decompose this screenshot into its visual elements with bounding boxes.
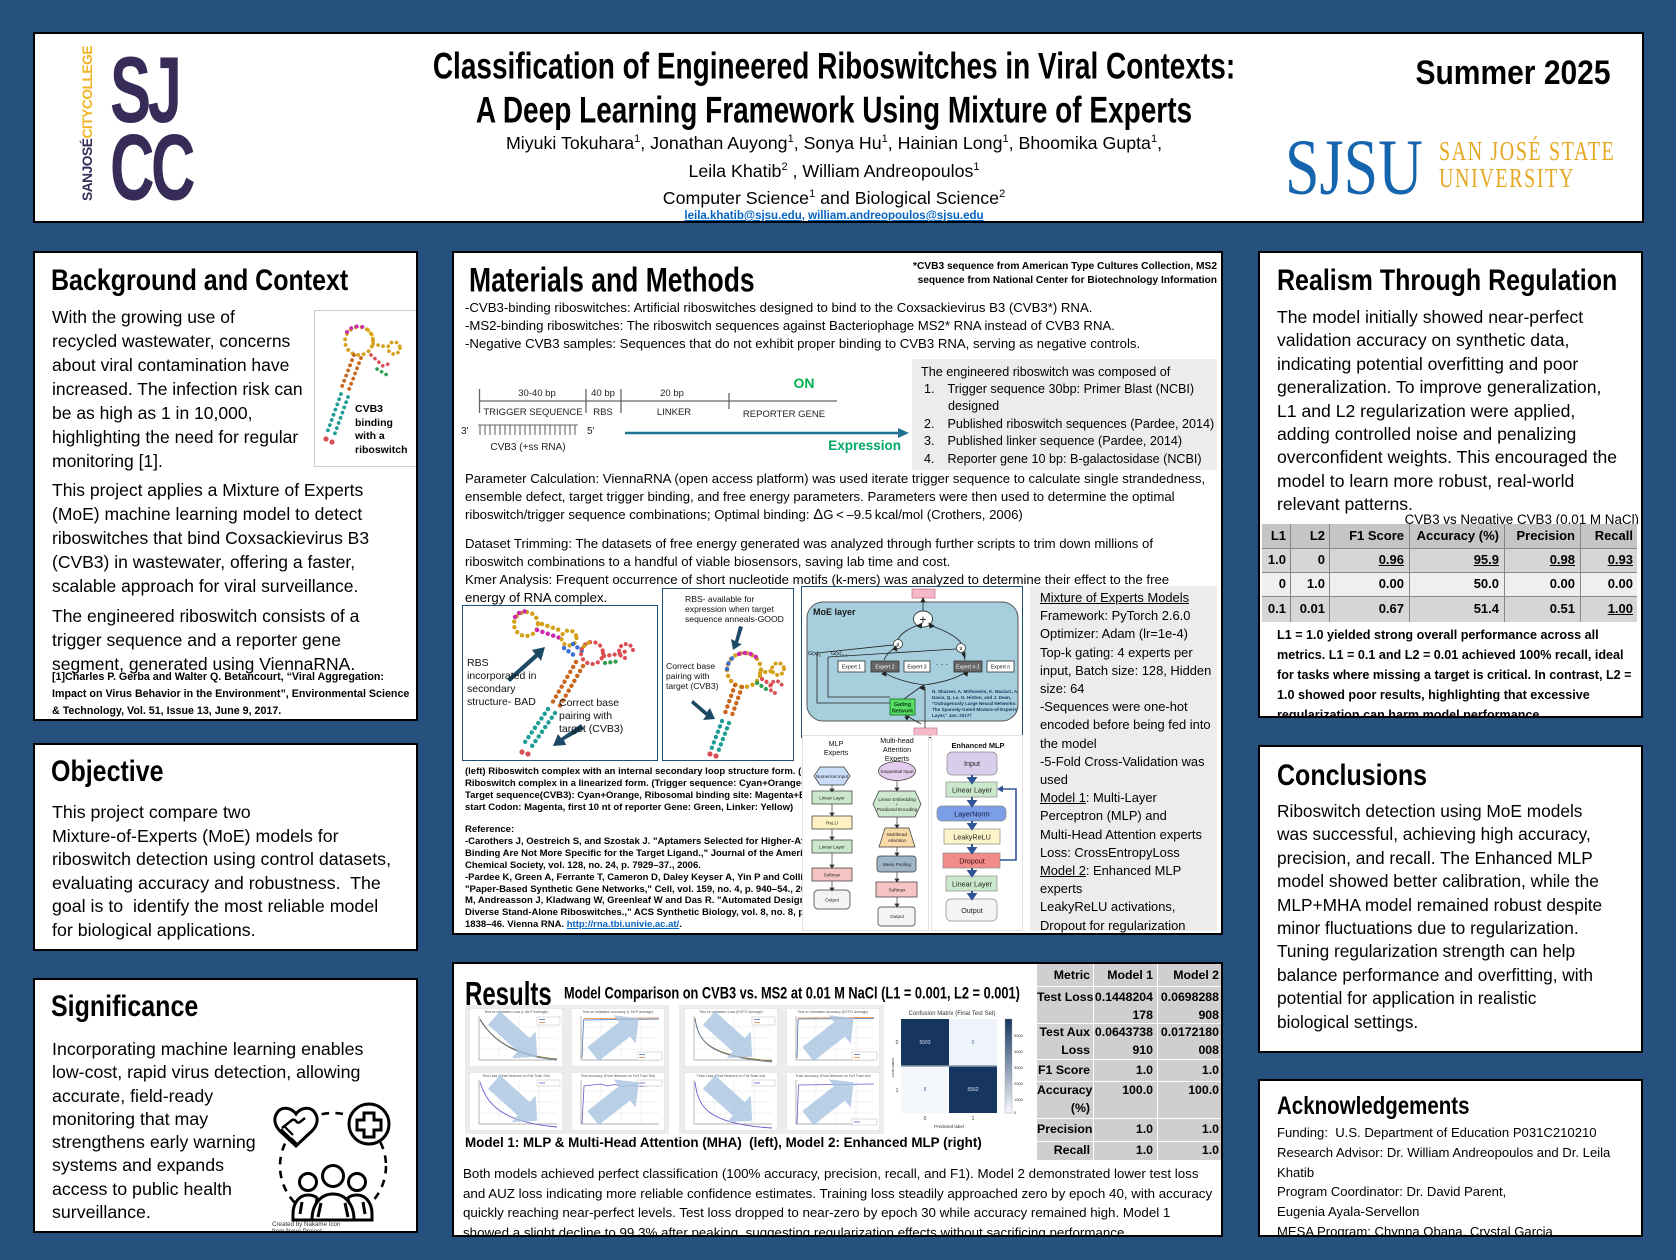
- svg-text:Input: Input: [964, 759, 980, 768]
- svg-text:RBS: RBS: [593, 407, 613, 418]
- svg-text:Softmax: Softmax: [889, 888, 907, 893]
- svg-text:Expert 3: Expert 3: [907, 665, 926, 671]
- svg-text:4000: 4000: [1014, 1049, 1024, 1054]
- svg-text:x: x: [896, 642, 900, 649]
- svg-text:Linear Embedding: Linear Embedding: [878, 797, 916, 802]
- svg-text:ReLU: ReLU: [826, 821, 838, 826]
- svg-text:Output: Output: [890, 914, 905, 919]
- svg-text:x: x: [959, 646, 963, 653]
- svg-text:Multihead: Multihead: [887, 832, 907, 837]
- svg-text:True label: True label: [892, 1058, 895, 1078]
- svg-text:MoE layer: MoE layer: [813, 607, 856, 617]
- svg-text:Numerical Input: Numerical Input: [816, 774, 849, 779]
- svg-text:Expert n: Expert n: [991, 665, 1010, 671]
- svg-text:ON: ON: [794, 375, 815, 391]
- svg-text:expression when target: expression when target: [685, 604, 774, 614]
- svg-text:Positional Encoding: Positional Encoding: [877, 807, 918, 812]
- svg-text:0: 0: [924, 1116, 927, 1122]
- svg-text:incorporated in: incorporated in: [467, 670, 537, 682]
- svg-text:5000: 5000: [1014, 1033, 1024, 1038]
- svg-text:LayerNorm: LayerNorm: [954, 810, 990, 819]
- svg-text:Test Loss (Final Network on Fu: Test Loss (Final Network on Full Train S…: [482, 1074, 550, 1078]
- svg-text:secondary: secondary: [467, 683, 516, 695]
- svg-text:Test vs validation Loss (ECFG: Test vs validation Loss (ECFG Average): [699, 1010, 762, 1014]
- svg-text:Test accuracy (Final Network o: Test accuracy (Final Network on Full Tra…: [581, 1074, 656, 1078]
- svg-text:N. Shazeer, A. Mirhoseini, K.: N. Shazeer, A. Mirhoseini, K. Maziarz, A…: [932, 689, 1018, 694]
- svg-text:Train Loss (Final Network on F: Train Loss (Final Network on Full Train …: [697, 1074, 766, 1078]
- svg-text:REPORTER GENE: REPORTER GENE: [743, 409, 825, 420]
- svg-text:5': 5': [587, 426, 595, 437]
- svg-text:Softmax: Softmax: [824, 873, 842, 878]
- svg-text:Multi-head: Multi-head: [880, 736, 914, 745]
- svg-text:Predicted label: Predicted label: [934, 1124, 964, 1129]
- svg-text:Layer," Jan. 2017†: Layer," Jan. 2017†: [932, 713, 972, 718]
- svg-text:target (CVB3): target (CVB3): [559, 723, 623, 735]
- svg-text:sequence anneals-GOOD: sequence anneals-GOOD: [685, 614, 784, 624]
- svg-text:Correct base: Correct base: [559, 697, 619, 709]
- svg-text:+: +: [896, 802, 899, 807]
- svg-text:Expert 1: Expert 1: [842, 665, 861, 671]
- svg-text:40 bp: 40 bp: [591, 388, 615, 399]
- svg-text:Experts: Experts: [824, 748, 849, 757]
- svg-text:3000: 3000: [1014, 1065, 1024, 1070]
- svg-text:20 bp: 20 bp: [660, 388, 684, 399]
- svg-text:Experts: Experts: [885, 754, 910, 763]
- svg-text:Mean Pooling: Mean Pooling: [883, 862, 912, 867]
- svg-text:Gating: Gating: [894, 702, 911, 708]
- svg-text:5562: 5562: [967, 1087, 978, 1093]
- svg-text:Network: Network: [892, 709, 913, 715]
- svg-text:3': 3': [461, 426, 469, 437]
- svg-text:0: 0: [1014, 1110, 1017, 1115]
- svg-text:Linear Layer: Linear Layer: [952, 786, 993, 795]
- svg-text:2000: 2000: [1014, 1081, 1024, 1086]
- svg-text:1: 1: [972, 1116, 975, 1122]
- svg-text:Linear Layer: Linear Layer: [952, 880, 993, 889]
- svg-text:1: 1: [896, 1088, 899, 1094]
- svg-text:Enhanced MLP: Enhanced MLP: [952, 741, 1005, 750]
- svg-text:target (CVB3): target (CVB3): [666, 681, 719, 691]
- svg-text:Confusion Matrix (Final Test S: Confusion Matrix (Final Test Set): [909, 1011, 996, 1017]
- svg-text:Expression: Expression: [828, 438, 901, 453]
- svg-text:G(x)2: G(x)2: [808, 651, 822, 658]
- svg-text:Test vs Validation accuracy (E: Test vs Validation accuracy (ECFG Averag…: [798, 1010, 869, 1014]
- svg-text:0: 0: [896, 1040, 899, 1046]
- svg-text:Attention: Attention: [883, 745, 911, 754]
- svg-text:pairing with: pairing with: [666, 671, 710, 681]
- svg-text:RBS: RBS: [467, 657, 489, 669]
- svg-text:+: +: [919, 613, 926, 627]
- svg-text:pairing with: pairing with: [559, 710, 612, 722]
- svg-text:· · ·: · · ·: [936, 660, 948, 669]
- svg-text:Train accuracy (Final Network: Train accuracy (Final Network on Full Tr…: [795, 1074, 870, 1078]
- svg-text:Attention: Attention: [888, 838, 907, 843]
- svg-text:Sequential Input: Sequential Input: [880, 769, 914, 774]
- svg-text:Linear Layer: Linear Layer: [819, 796, 845, 801]
- svg-text:MLP: MLP: [829, 739, 844, 748]
- svg-text:Expert 2: Expert 2: [875, 665, 894, 671]
- svg-text:LINKER: LINKER: [657, 407, 691, 418]
- svg-text:Output: Output: [825, 898, 840, 903]
- svg-text:Test vs validation Loss (L MLP: Test vs validation Loss (L MLP Average): [484, 1010, 548, 1014]
- svg-text:8: 8: [924, 1087, 927, 1093]
- svg-text:Correct base: Correct base: [666, 661, 715, 671]
- svg-text:5503: 5503: [919, 1040, 930, 1046]
- svg-text:1000: 1000: [1014, 1097, 1024, 1102]
- svg-text:CVB3 (+ss RNA): CVB3 (+ss RNA): [490, 442, 565, 453]
- svg-text:RBS- available for: RBS- available for: [685, 594, 754, 604]
- svg-text:Test vs Validation accuracy (L: Test vs Validation accuracy (L MLP Avera…: [583, 1010, 654, 1014]
- svg-text:The Sparsely-Gated Mixture-of-: The Sparsely-Gated Mixture-of-Experts: [932, 707, 1017, 712]
- svg-text:Linear Layer: Linear Layer: [819, 845, 845, 850]
- svg-text:TRIGGER SEQUENCE: TRIGGER SEQUENCE: [483, 407, 582, 418]
- svg-text:"Outrageously Large Neural Net: "Outrageously Large Neural Networks:: [932, 701, 1017, 706]
- svg-text:LeakyReLU: LeakyReLU: [953, 833, 991, 842]
- svg-text:Davis, Q. Le, G. Hinton, and J: Davis, Q. Le, G. Hinton, and J. Dean,: [932, 695, 1011, 700]
- svg-text:Dropout: Dropout: [959, 857, 985, 866]
- svg-text:Expert n-1: Expert n-1: [956, 665, 980, 671]
- svg-text:G(x)n-1: G(x)n-1: [831, 651, 848, 658]
- svg-text:structure- BAD: structure- BAD: [467, 696, 536, 708]
- svg-text:0: 0: [972, 1040, 975, 1046]
- svg-text:Output: Output: [961, 906, 983, 915]
- svg-text:30-40 bp: 30-40 bp: [518, 388, 556, 399]
